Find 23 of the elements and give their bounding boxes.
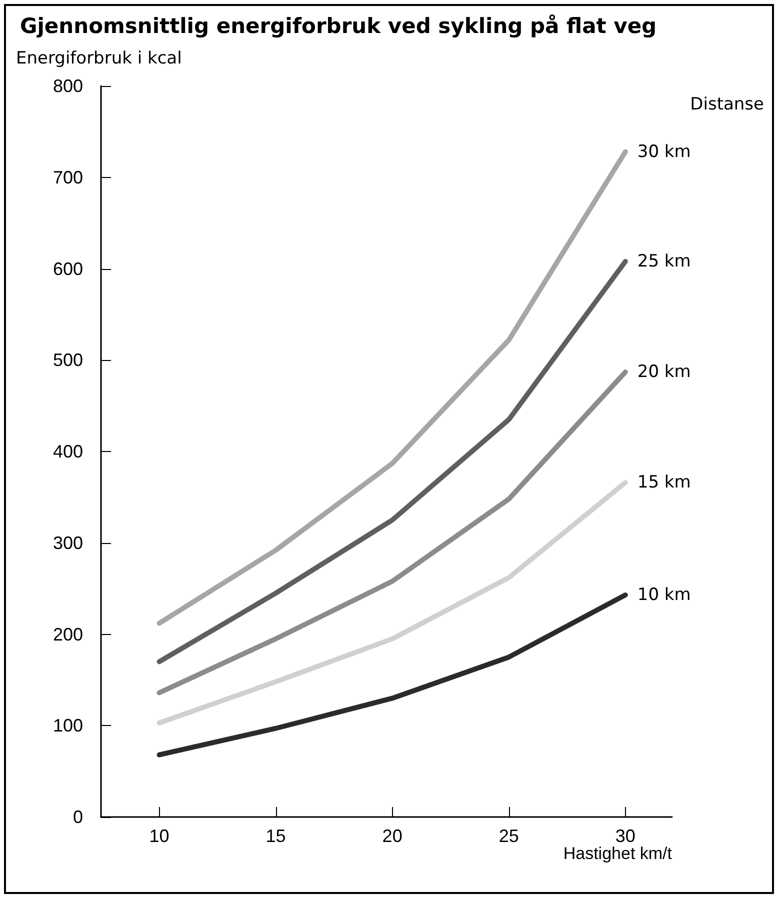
series-label: 25 km <box>637 251 691 272</box>
series-label: 15 km <box>637 472 691 493</box>
series-label: 20 km <box>637 362 691 382</box>
x-tick-label: 10 <box>149 826 170 846</box>
y-tick-label: 100 <box>52 716 83 736</box>
y-tick-label: 600 <box>52 258 83 279</box>
y-tick-label: 500 <box>52 350 83 370</box>
y-tick-label: 0 <box>72 807 83 827</box>
x-tick-label: 20 <box>382 826 402 846</box>
series-label: 30 km <box>637 142 691 162</box>
x-axis-title: Hastighet km/t <box>563 844 672 863</box>
series-label: 10 km <box>637 584 691 605</box>
x-tick-label: 15 <box>266 826 286 846</box>
y-tick-label: 700 <box>52 167 83 188</box>
x-tick-label: 25 <box>498 826 519 846</box>
y-tick-label: 300 <box>52 532 83 553</box>
y-tick-label: 200 <box>52 624 83 644</box>
chart-title: Gjennomsnittlig energiforbruk ved sykling på flat veg <box>20 14 657 38</box>
y-axis-title: Energiforbruk i kcal <box>16 48 182 68</box>
y-tick-label: 400 <box>52 442 83 462</box>
x-tick-label: 30 <box>615 826 636 846</box>
legend-title: Distanse <box>690 94 764 114</box>
y-tick-label: 800 <box>52 76 83 96</box>
